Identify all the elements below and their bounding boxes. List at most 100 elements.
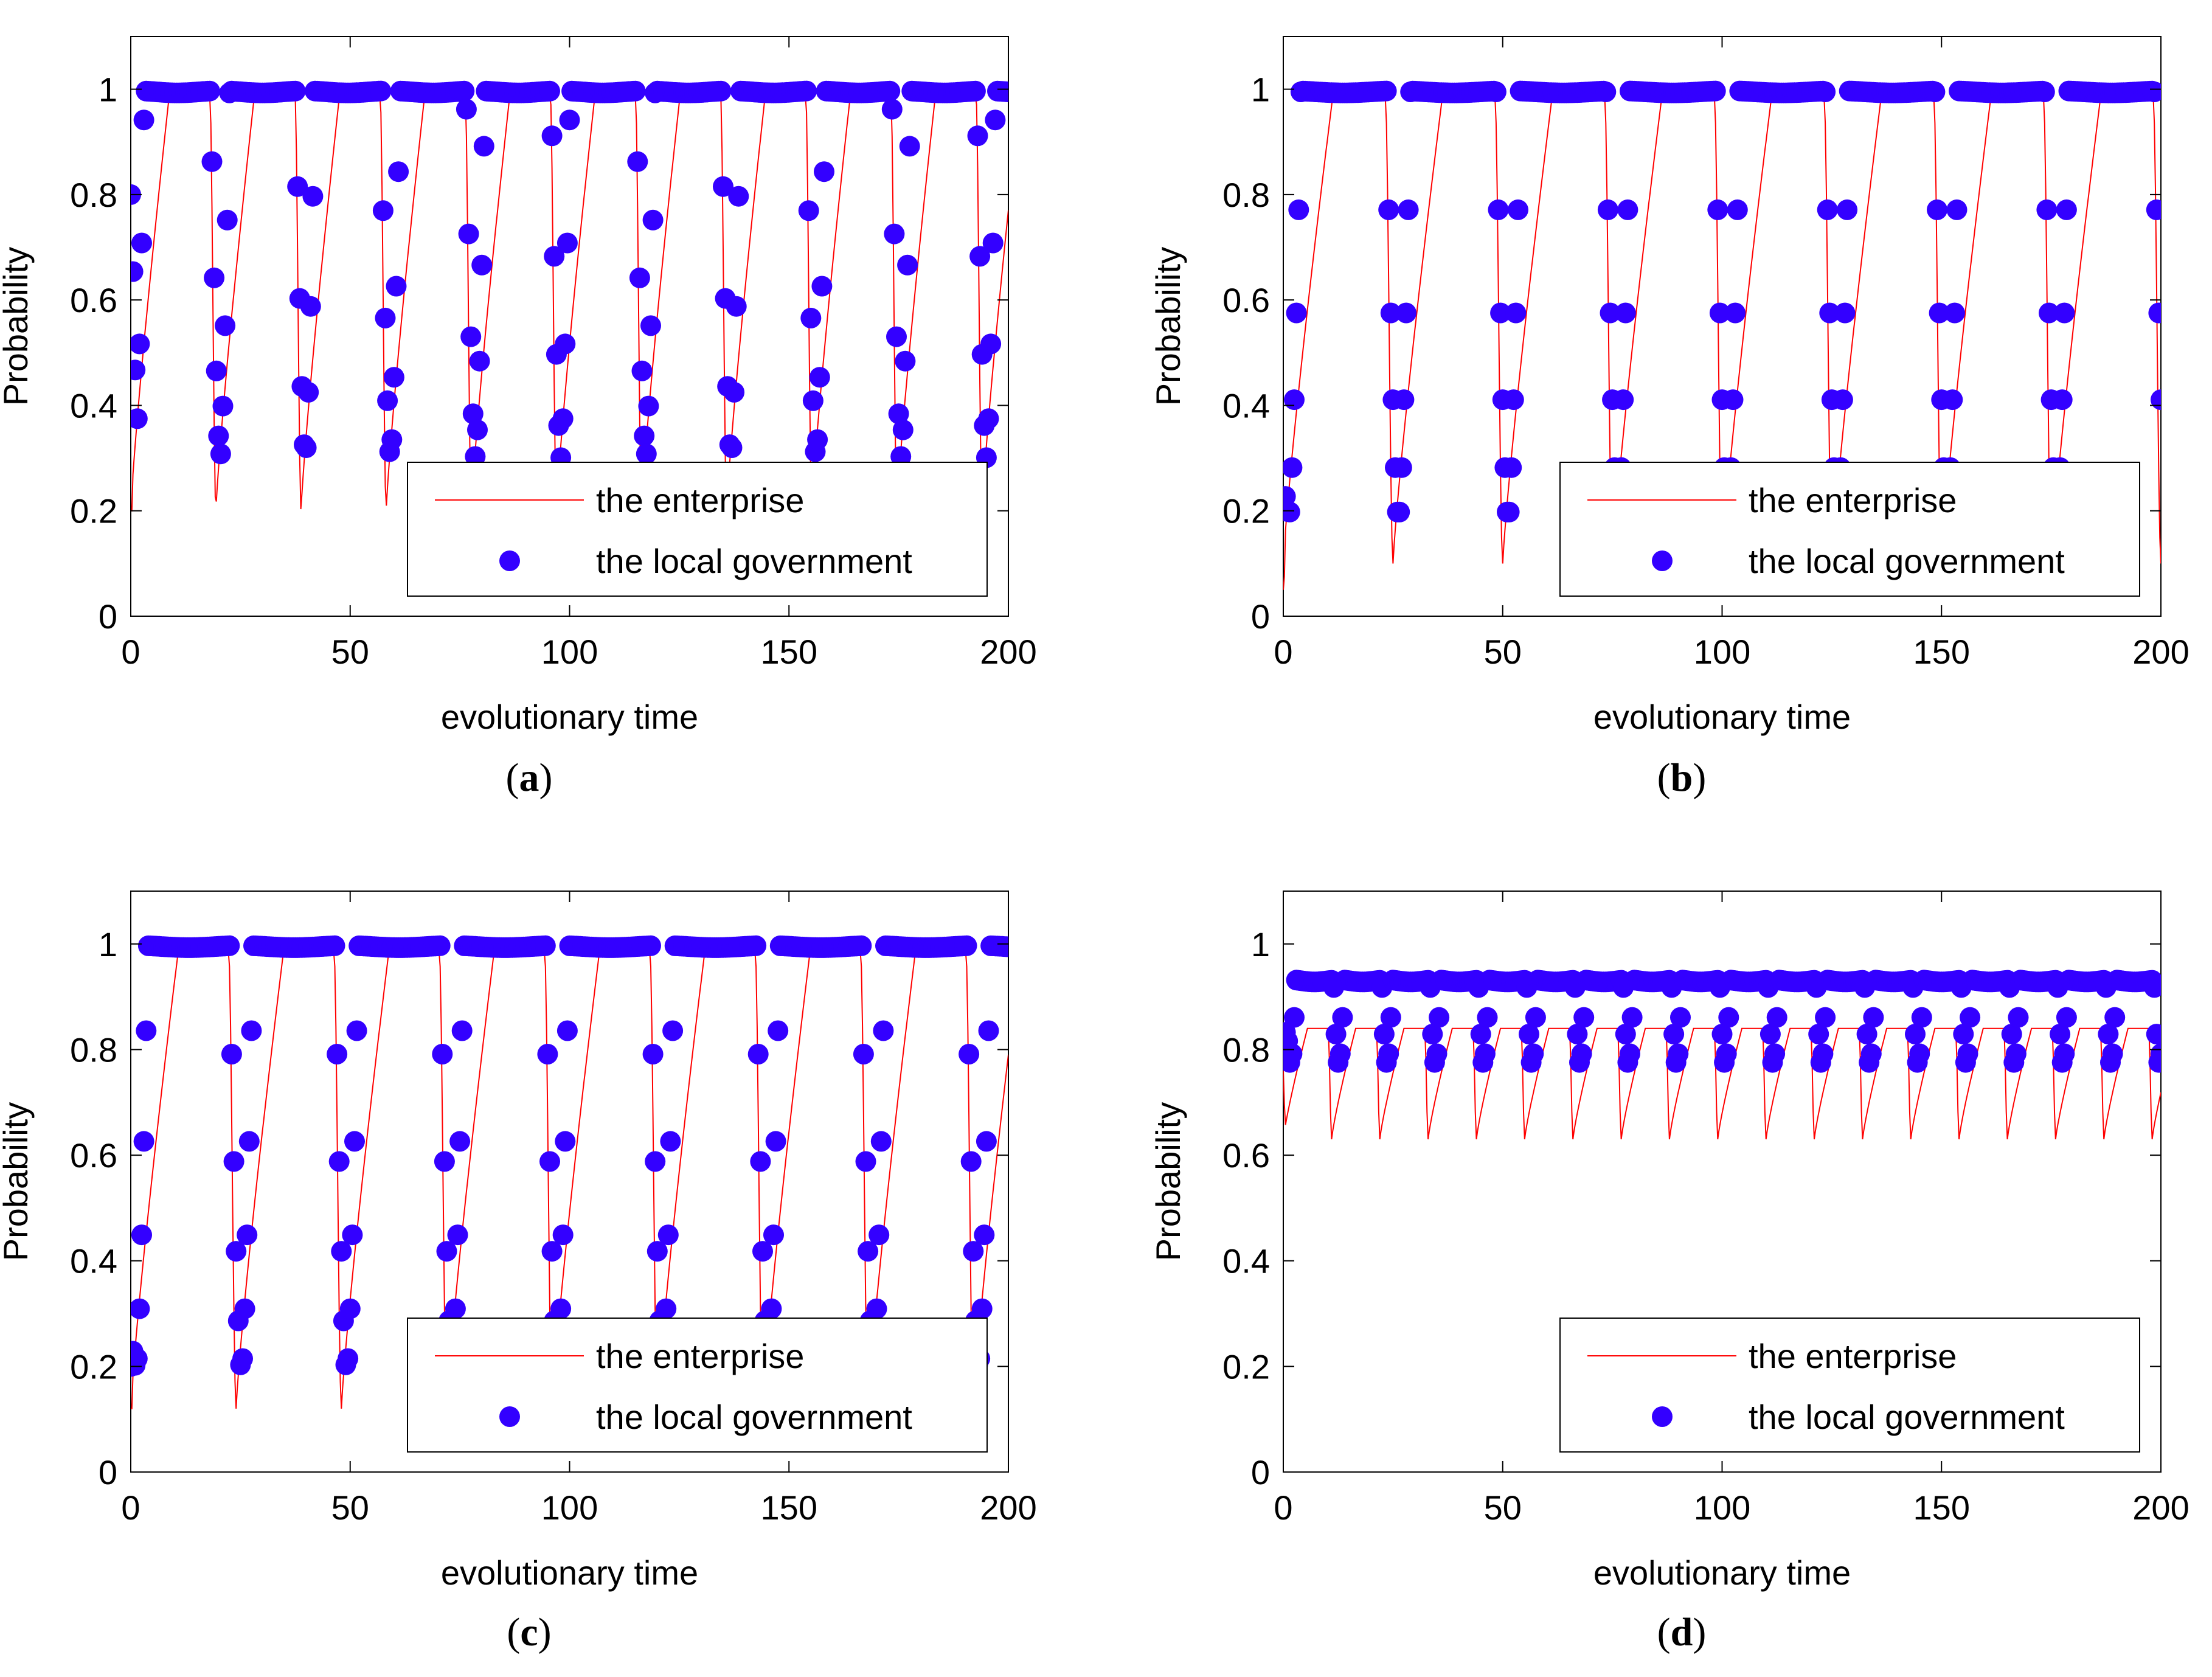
government-point [1819,302,1840,324]
legend: the enterprise the local government [407,462,988,597]
government-point [1499,501,1520,523]
government-point [386,276,407,297]
government-point [985,109,1006,131]
government-point [2098,1024,2119,1045]
government-point [976,1131,997,1152]
government-point [1503,389,1524,411]
government-point [131,333,150,355]
government-point [1389,501,1410,523]
government-point [1863,1007,1884,1028]
government-point [1617,199,1638,220]
y-axis-label: Probability [0,247,35,406]
government-point [234,1298,255,1319]
government-point [2051,389,2073,411]
government-point [640,315,661,336]
x-tick-label: 200 [980,1488,1036,1527]
government-point [660,1131,681,1152]
government-point [212,395,234,417]
government-point [136,1020,157,1041]
government-point [445,1298,466,1319]
government-point [447,1224,468,1246]
government-point [2034,82,2055,102]
government-point [1942,389,1963,411]
government-point [636,443,657,465]
government-point [339,1298,361,1319]
x-tick-label: 150 [761,633,817,671]
series-markers-government [1283,970,2161,1073]
government-point [131,408,148,429]
government-point [1508,199,1528,220]
government-point [556,232,578,254]
government-point [884,223,905,245]
government-point [1373,1024,1395,1045]
government-point [1485,82,1506,102]
government-point [201,151,223,172]
government-point [462,403,484,425]
government-point [2005,1043,2027,1064]
government-point [1422,1024,1443,1045]
government-point [629,267,650,288]
government-point [131,1298,150,1319]
government-point [1856,1024,1877,1045]
government-point [541,125,563,147]
legend-box [407,462,988,597]
government-point [344,1131,365,1152]
y-tick-label: 1 [1251,925,1270,963]
legend-label-government: the local government [1749,542,2065,580]
government-point [1426,1043,1448,1064]
government-point [552,1224,574,1246]
x-tick-label: 0 [121,1488,140,1527]
government-point [1718,1007,1739,1028]
government-point [1953,1024,1974,1045]
government-point [219,935,240,956]
chart-panel-c: 0 50 100 150 200 0 0.2 0.4 0.6 0.8 1 evolutionary t… [0,891,1037,1654]
government-point [539,80,560,102]
government-point [232,1348,253,1369]
government-point [1284,1007,1305,1028]
x-tick-label: 200 [2132,1488,2189,1527]
government-point [2146,1024,2161,1045]
government-point [713,176,733,197]
government-point [1488,199,1509,220]
legend-box [1559,462,2140,597]
government-point [1832,389,1853,411]
x-tick-label: 100 [1694,1488,1750,1527]
plot-data [131,935,1008,1409]
government-point [1393,389,1415,411]
government-point [1727,199,1748,220]
government-point [133,1131,154,1152]
government-point [1960,1007,1981,1028]
government-point [1957,1043,1978,1064]
government-point [296,437,317,458]
government-point [451,1020,473,1041]
government-point [809,367,830,388]
government-point [473,136,494,157]
government-point [131,261,144,282]
government-point [2008,1007,2029,1028]
y-axis-label: Probability [1149,247,1187,406]
government-point [1924,82,1946,102]
government-point [1288,199,1309,220]
government-point [552,408,574,429]
government-point [1927,199,1947,220]
y-tick-label: 0.6 [70,1136,117,1175]
government-point [978,1020,999,1041]
government-point [1946,199,1968,220]
government-point [750,1151,771,1172]
government-point [1817,199,1838,220]
government-point [638,395,659,417]
x-tick-label: 200 [2132,633,2189,671]
government-point [2104,1007,2126,1028]
government-point [956,935,977,956]
series-markers-government [131,80,1008,468]
government-point [631,360,653,381]
government-point [206,360,227,381]
government-point [1376,80,1397,102]
government-point [199,80,220,102]
government-point [2056,199,2077,220]
government-point [802,390,823,411]
x-tick-label: 150 [761,1488,817,1527]
government-point [1929,302,1950,324]
government-point [726,296,747,317]
government-point [897,254,918,276]
